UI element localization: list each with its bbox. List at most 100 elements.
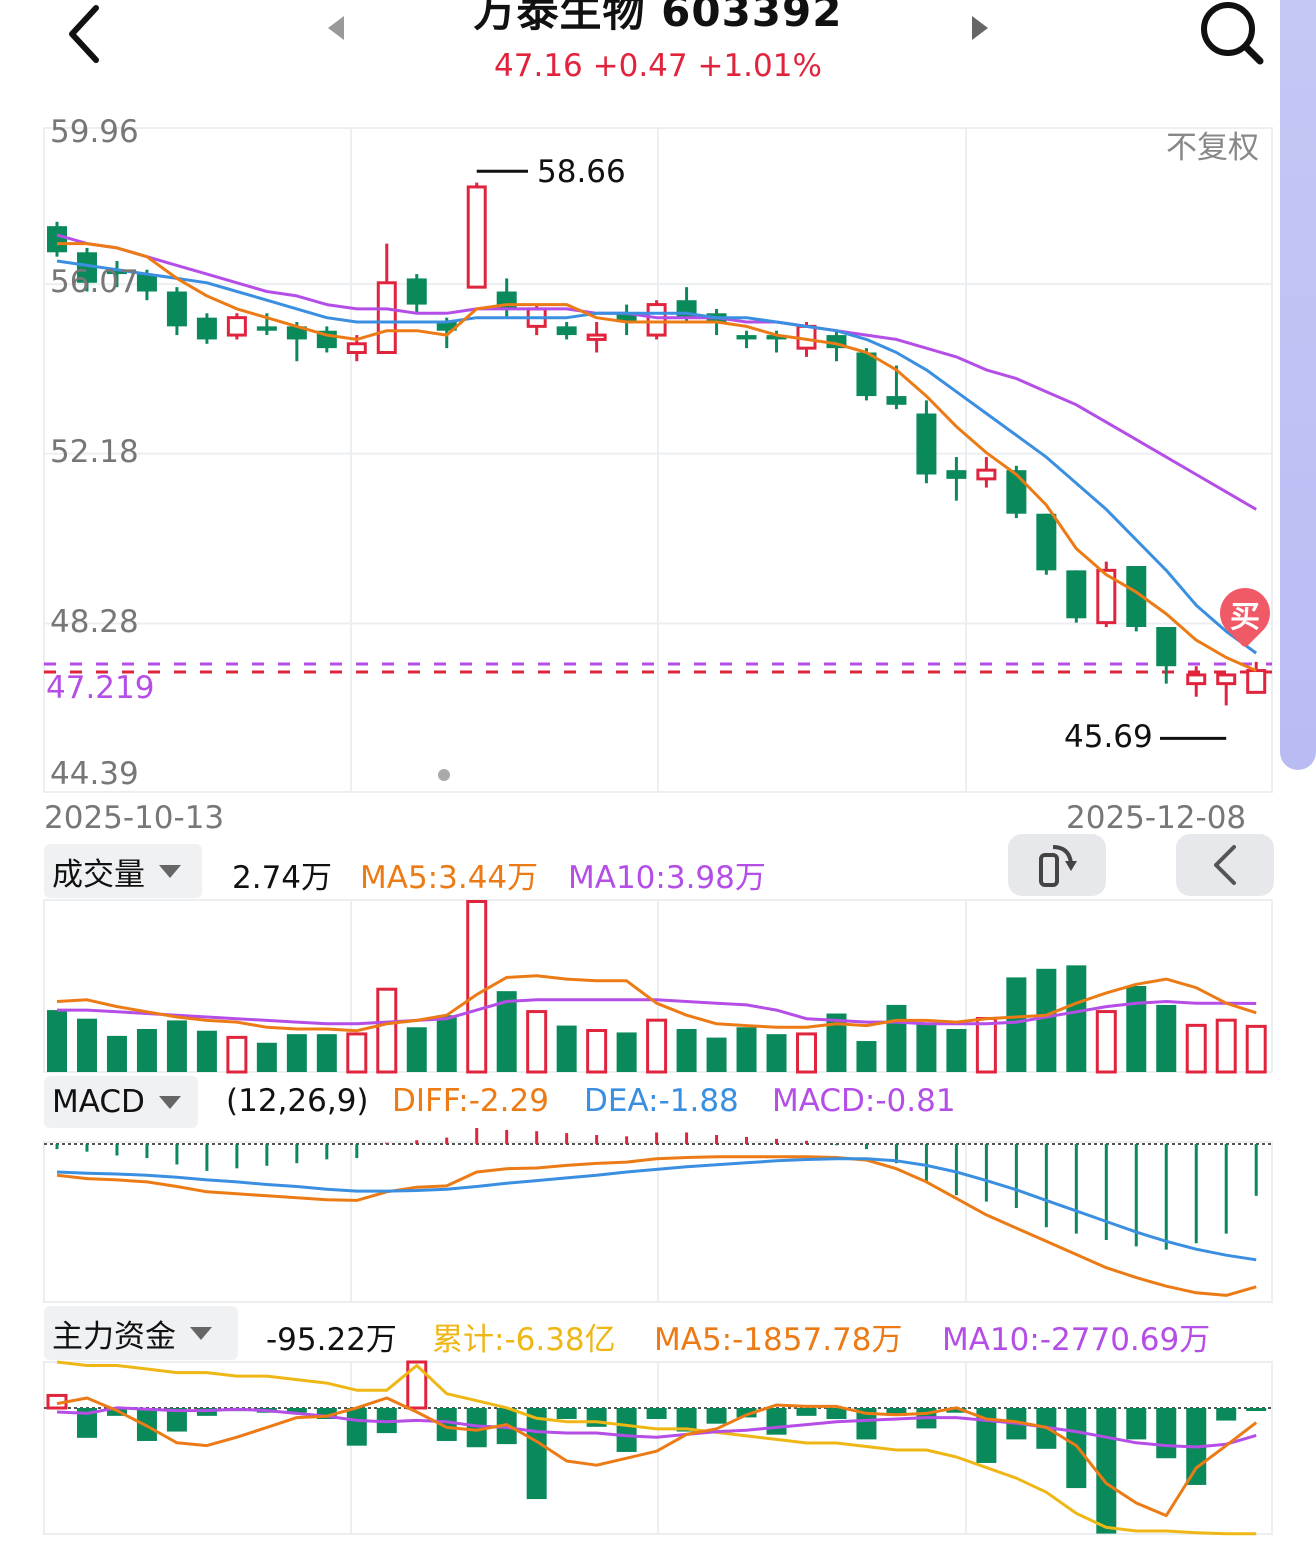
y-tick-label: 52.18 — [50, 434, 139, 470]
fund-bar — [1126, 1408, 1147, 1440]
fund-bar — [856, 1408, 877, 1440]
candle-body — [196, 317, 217, 340]
adjustment-toggle[interactable]: 不复权 — [1166, 130, 1259, 166]
macd-diff: DIFF:-2.29 — [392, 1083, 549, 1119]
volume-bar — [1156, 1004, 1177, 1072]
collapse-panel-button[interactable] — [1176, 834, 1274, 896]
volume-bar — [1245, 1024, 1267, 1074]
candle-body — [256, 326, 277, 331]
volume-bar — [856, 1041, 877, 1072]
scroll-track[interactable] — [1280, 0, 1316, 770]
macd-params: (12,26,9) — [226, 1083, 369, 1119]
volume-bar — [1215, 1018, 1237, 1074]
chevron-left-icon — [69, 5, 99, 63]
volume-bar — [646, 1018, 668, 1074]
chevron-left-icon — [1214, 845, 1236, 885]
fund-bar — [76, 1408, 97, 1438]
page-title: 万泰生物 603392 — [473, 0, 843, 36]
candle-body — [106, 269, 127, 275]
candle-body — [616, 313, 637, 323]
y-tick-label: 59.96 — [50, 114, 139, 150]
fund-chart[interactable] — [0, 1352, 1316, 1552]
fund-total-line — [56, 1360, 1257, 1536]
volume-bar — [556, 1025, 577, 1072]
candle-body — [556, 326, 577, 336]
low-price-label: 45.69 — [1064, 719, 1153, 755]
dropdown-arrow-icon — [159, 864, 181, 878]
fund-bar — [616, 1408, 637, 1452]
candle-body — [766, 335, 787, 340]
candle-body — [1066, 570, 1087, 619]
volume-bar — [886, 1004, 907, 1072]
volume-bar — [916, 1023, 937, 1072]
next-stock-button[interactable] — [962, 10, 998, 46]
candle-body — [1156, 626, 1177, 667]
macd-dea: DEA:-1.88 — [584, 1083, 739, 1119]
indicator-selector-label: MACD — [52, 1084, 145, 1120]
volume-bar — [136, 1029, 157, 1072]
volume-bar — [826, 1013, 847, 1072]
back-button[interactable] — [52, 2, 116, 66]
fund-ma5: MA5:-1857.78万 — [654, 1322, 903, 1358]
volume-bar — [496, 991, 517, 1072]
fund-ma10-line — [56, 1406, 1257, 1449]
volume-bar — [406, 1027, 427, 1072]
rotate-screen-icon — [1039, 845, 1077, 887]
fund-bar — [436, 1408, 457, 1441]
candle-body — [436, 322, 457, 331]
volume-chart[interactable] — [0, 890, 1316, 1080]
high-price-label: 58.66 — [537, 154, 626, 190]
buy-label: 买 — [1230, 600, 1260, 635]
volume-bar — [766, 1034, 787, 1072]
indicator-selector-label: 成交量 — [52, 856, 145, 893]
indicator-selector-volume[interactable]: 成交量 — [44, 844, 202, 898]
search-button[interactable] — [1196, 0, 1268, 66]
volume-bar — [796, 1032, 817, 1074]
volume-bar — [346, 1032, 368, 1074]
volume-ma10-line — [57, 998, 1257, 1026]
volume-bar — [1126, 986, 1147, 1072]
candle-body — [976, 468, 997, 481]
ma10-line — [56, 259, 1258, 655]
volume-bar — [1006, 977, 1027, 1072]
volume-ma10: MA10:3.98万 — [568, 860, 766, 896]
candle-body — [646, 303, 667, 337]
volume-bar — [466, 900, 488, 1074]
candle-body — [886, 396, 907, 405]
candle-body — [47, 226, 67, 253]
candle-body — [916, 413, 937, 475]
candle-body — [346, 342, 367, 355]
fund-bar — [406, 1360, 428, 1410]
fund-bar — [766, 1408, 787, 1435]
indicator-selector-label: 主力资金 — [52, 1318, 176, 1355]
indicator-selector-macd[interactable]: MACD — [44, 1076, 198, 1128]
volume-bar — [975, 1016, 997, 1074]
candle-body — [1246, 669, 1267, 694]
indicator-selector-fund[interactable]: 主力资金 — [44, 1306, 238, 1360]
macd-chart[interactable] — [0, 1120, 1316, 1310]
volume-bar — [226, 1035, 248, 1074]
fund-ma5-line — [56, 1396, 1258, 1518]
volume-bar — [436, 1015, 457, 1072]
candle-body — [1006, 470, 1027, 514]
candle-body — [1036, 513, 1057, 571]
volume-ma5: MA5:3.44万 — [360, 860, 539, 896]
volume-bar — [586, 1029, 608, 1074]
candle-body — [1186, 673, 1207, 686]
dea-line — [56, 1157, 1257, 1262]
fund-bar — [286, 1408, 307, 1413]
fund-bar — [1156, 1408, 1177, 1459]
volume-bar — [1066, 965, 1087, 1072]
date-end-label: 2025-12-08 — [1066, 800, 1247, 836]
prev-stock-button[interactable] — [318, 10, 354, 46]
volume-bar — [376, 987, 398, 1074]
price-chart[interactable] — [0, 0, 1316, 800]
fund-bar — [796, 1408, 817, 1416]
volume-bar — [526, 1010, 548, 1074]
fund-bar — [946, 1408, 967, 1413]
rotate-screen-button[interactable] — [1008, 834, 1106, 896]
macd-value: MACD:-0.81 — [772, 1083, 956, 1119]
volume-bar — [946, 1029, 967, 1072]
candle-body — [466, 185, 487, 289]
fund-bar — [886, 1408, 907, 1416]
